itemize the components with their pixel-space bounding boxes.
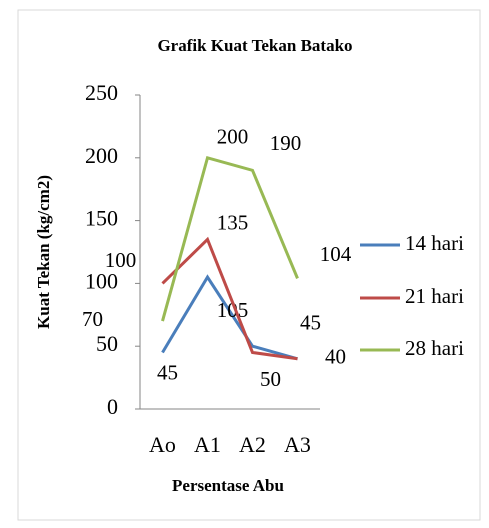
x-tick-label: A1 <box>194 432 221 457</box>
data-label: 45 <box>300 310 321 334</box>
x-tick-label: Ao <box>149 432 176 457</box>
y-axis-title: Kuat Tekan (kg/cm2) <box>34 175 53 329</box>
legend-label: 14 hari <box>405 231 464 255</box>
y-tick-label: 250 <box>85 80 118 105</box>
x-tick-label: A2 <box>239 432 266 457</box>
series-line <box>161 274 298 361</box>
data-label: 45 <box>157 360 178 384</box>
data-label: 40 <box>325 345 346 369</box>
data-label: 70 <box>82 307 103 331</box>
series-line <box>161 155 299 322</box>
y-tick-label: 200 <box>85 143 118 168</box>
x-axis-title: Persentase Abu <box>172 476 284 495</box>
chart-border <box>17 9 481 521</box>
chart-title: Grafik Kuat Tekan Batako <box>157 36 352 55</box>
data-label: 100 <box>105 248 137 272</box>
series-line <box>161 236 298 361</box>
data-label: 50 <box>260 367 281 391</box>
data-label: 190 <box>270 131 302 155</box>
data-label: 104 <box>320 242 352 266</box>
legend-label: 28 hari <box>405 336 464 360</box>
legend-label: 21 hari <box>405 284 464 308</box>
data-label: 135 <box>217 210 249 234</box>
y-tick-label: 100 <box>85 268 118 293</box>
y-tick-label: 150 <box>85 206 118 231</box>
y-tick-label: 0 <box>107 394 118 419</box>
y-tick-label: 50 <box>96 331 118 356</box>
x-tick-label: A3 <box>284 432 311 457</box>
data-label: 200 <box>217 125 249 149</box>
